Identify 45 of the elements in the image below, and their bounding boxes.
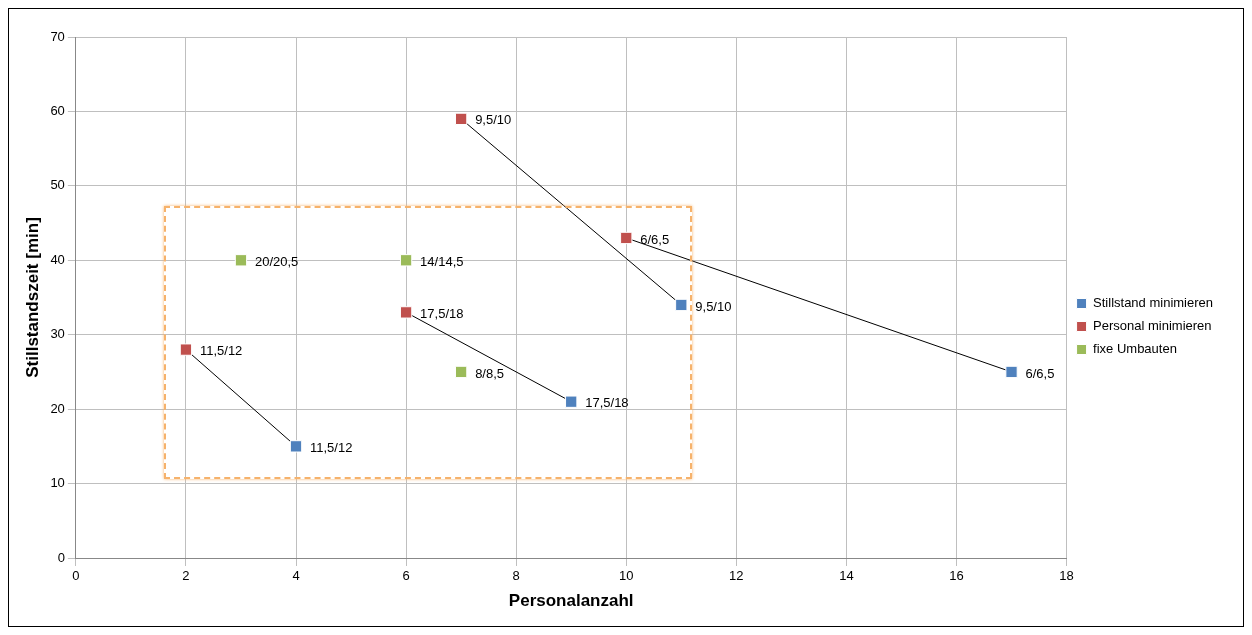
legend-label: fixe Umbauten xyxy=(1093,341,1177,357)
legend-label: Stillstand minimieren xyxy=(1093,295,1213,311)
data-label: 9,5/10 xyxy=(475,112,512,128)
x-axis-title: Personalanzahl xyxy=(508,591,634,611)
point xyxy=(1005,365,1018,379)
point xyxy=(179,343,193,356)
data-label: 17,5/18 xyxy=(420,305,464,321)
y-tick-label: 10 xyxy=(50,475,65,491)
point xyxy=(620,231,633,245)
x-tick-label: 2 xyxy=(182,568,190,584)
data-label: 11,5/12 xyxy=(199,343,243,359)
x-tick-label: 10 xyxy=(619,568,634,584)
data-label: 17,5/18 xyxy=(585,395,629,411)
y-tick-label: 40 xyxy=(50,251,65,267)
data-label: 11,5/12 xyxy=(310,439,353,455)
data-label: 14/14,5 xyxy=(420,253,464,269)
data-label: 20/20,5 xyxy=(254,253,299,269)
data-label: 6/6,5 xyxy=(1025,365,1055,381)
x-tick-label: 8 xyxy=(512,568,520,584)
y-axis-title: Stillstandszeit [min] xyxy=(22,217,42,378)
y-tick-label: 70 xyxy=(50,28,65,44)
x-tick-label: 14 xyxy=(839,568,854,584)
data-label: 9,5/10 xyxy=(695,298,732,314)
y-tick-label: 20 xyxy=(50,400,65,416)
point xyxy=(399,254,413,267)
x-tick-label: 4 xyxy=(292,568,300,584)
data-label: 6/6,5 xyxy=(640,231,670,247)
x-tick-label: 6 xyxy=(402,568,410,584)
x-tick-label: 16 xyxy=(949,568,964,584)
x-tick-label: 0 xyxy=(72,568,80,584)
point xyxy=(289,440,303,453)
y-tick-label: 0 xyxy=(57,549,65,565)
point xyxy=(565,395,578,408)
point xyxy=(399,306,413,319)
point xyxy=(454,365,468,379)
point xyxy=(234,254,248,267)
point xyxy=(454,112,468,126)
x-tick-label: 12 xyxy=(729,568,744,584)
point xyxy=(675,298,688,312)
x-tick-label: 18 xyxy=(1059,568,1074,584)
y-tick-label: 50 xyxy=(50,177,65,193)
data-label: 8/8,5 xyxy=(475,365,505,381)
y-tick-label: 60 xyxy=(50,103,65,119)
y-tick-label: 30 xyxy=(50,326,65,342)
legend-label: Personal minimieren xyxy=(1093,318,1212,334)
